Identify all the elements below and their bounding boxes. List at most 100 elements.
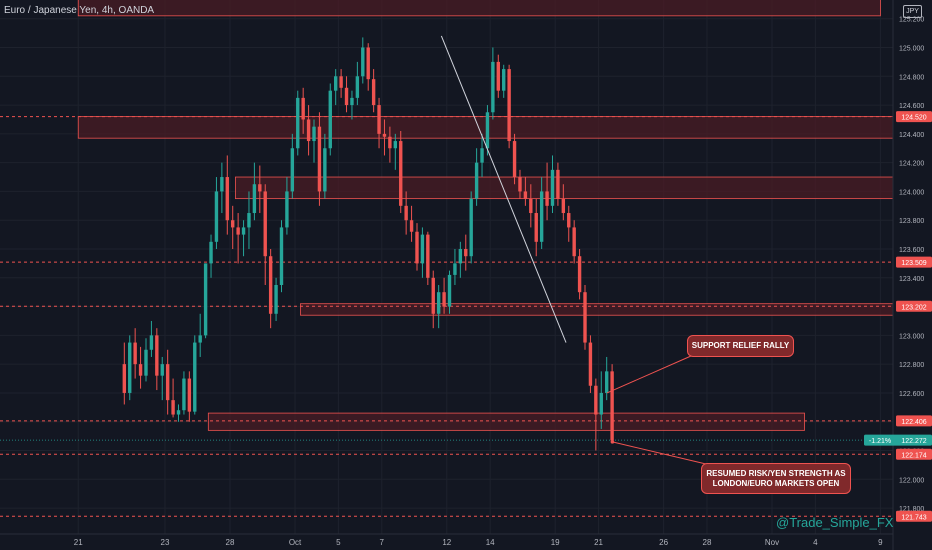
candle-body [458,249,463,264]
candle-body [203,263,208,336]
candle-body [588,342,593,386]
candle-body [366,47,370,80]
candle-body [133,342,137,365]
price-tag [896,111,932,123]
candle-body [474,162,479,199]
candle-body [604,371,609,393]
y-tick-label: 125.000 [899,45,924,52]
y-tick-label: 124.800 [899,74,924,81]
trendline [440,35,567,343]
price-tag-label: 122.406 [901,419,926,426]
x-tick-label: 23 [161,538,170,547]
price-tag [896,510,932,522]
annotation-support-relief-rally[interactable]: SUPPORT RELIEF RALLY [687,335,794,357]
candle-body [122,364,127,393]
candle-body [502,69,506,91]
y-tick-label: 124.400 [899,132,924,139]
candle-body [545,191,549,206]
candle-body [231,220,235,228]
currency-badge[interactable]: JPY [903,5,922,18]
candle-body [274,284,278,314]
annotation-pointer [606,355,692,394]
candle-body [193,342,197,412]
candle-body [198,335,202,343]
candle-body [382,133,387,137]
annotation-text-line-2: LONDON/EURO MARKETS OPEN [712,479,840,488]
x-tick-label: 14 [486,538,495,547]
zone-box [77,0,881,17]
candle-body [328,90,332,149]
x-tick-label: Oct [289,538,302,547]
candle-body [138,364,143,376]
grid [0,0,893,534]
annotation-anchor [610,440,615,444]
candle-body [361,47,365,77]
y-tick-label: 123.800 [899,218,924,225]
zone-box [207,412,805,431]
candle-body [485,112,490,149]
candle-body [447,274,452,307]
x-tick-label: 9 [878,538,883,547]
candle-body [507,69,511,142]
price-tag [896,415,932,427]
annotation-resumed-risk[interactable]: RESUMED RISK/YEN STRENGTH AS LONDON/EURO… [701,463,851,494]
candle-body [176,410,181,415]
candle-body [312,126,316,142]
trendlines[interactable] [440,35,567,343]
candle-body [393,141,398,149]
annotation-pointers [606,355,707,465]
candle-body [577,256,582,293]
candle-body [480,148,484,163]
candles [122,37,614,451]
candle-body [247,213,251,228]
x-tick-label: 4 [813,538,818,547]
candle-body [323,148,327,192]
candle-body [241,227,246,235]
candle-body [355,76,360,98]
x-tick-label: 21 [74,538,83,547]
candle-body [317,126,322,192]
x-tick-label: 28 [226,538,235,547]
y-tick-label: 124.200 [899,161,924,168]
y-tick-label: 121.800 [899,506,924,513]
candle-body [420,234,425,264]
x-tick-label: 26 [659,538,668,547]
candle-body [155,335,159,376]
price-change-label: -1.21% [869,438,891,445]
candle-body [583,292,587,343]
candle-body [344,87,349,106]
zones [77,0,894,431]
candle-body [339,76,343,88]
price-tag-label: 124.520 [901,115,926,122]
candle-body [252,184,257,214]
candle-body [285,191,289,228]
y-tick-label: 122.800 [899,362,924,369]
y-tick-label: 125.200 [899,17,924,24]
candle-body [610,371,614,441]
candle-body [518,177,522,192]
candle-body [464,249,468,257]
candle-body [268,256,273,314]
candle-body [182,378,186,411]
x-tick-label: 19 [551,538,560,547]
price-tag-label: 122.174 [901,452,926,459]
candle-body [371,79,376,106]
candle-body [491,61,495,113]
price-tags: 124.520 123.509 123.202 122.406 122.174 121.7… [864,111,932,522]
candle-body [469,198,473,257]
candle-body [453,263,457,275]
candle-body [236,227,240,235]
zone-box [300,303,894,316]
y-tick-label: 123.000 [899,333,924,340]
price-tag [896,256,932,268]
candle-body [529,198,533,214]
candle-body [187,378,192,412]
candle-body [599,392,603,415]
candle-body [301,97,305,120]
annotation-pointer [612,441,707,465]
candle-body [171,400,175,415]
zone-box [77,116,894,139]
x-tick-label: 5 [336,538,341,547]
